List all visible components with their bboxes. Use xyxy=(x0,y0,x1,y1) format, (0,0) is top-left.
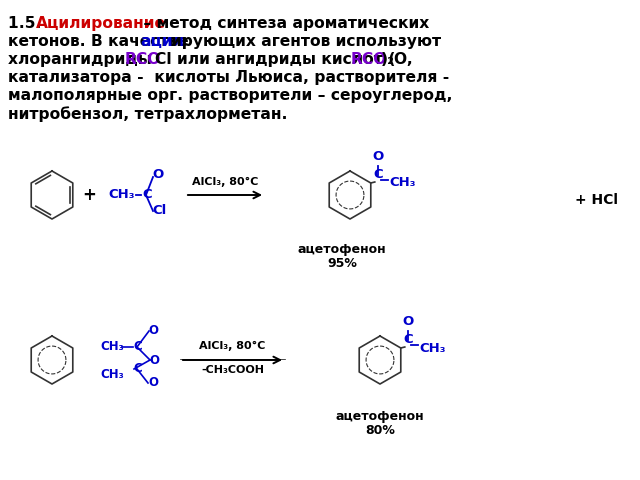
Text: )₂O,: )₂O, xyxy=(381,52,413,67)
Text: C: C xyxy=(142,188,152,201)
Text: AlCl₃, 80°C: AlCl₃, 80°C xyxy=(199,341,266,351)
Text: малополярные орг. растворители – сероуглерод,: малополярные орг. растворители – сероугл… xyxy=(8,88,452,103)
Text: C: C xyxy=(374,168,383,181)
Text: +: + xyxy=(82,186,96,204)
Text: Cl или ангидриды кислот (: Cl или ангидриды кислот ( xyxy=(155,52,396,67)
Text: CH₃: CH₃ xyxy=(390,177,416,190)
Text: C: C xyxy=(404,333,413,346)
Text: O: O xyxy=(372,150,383,163)
Text: 1.5.: 1.5. xyxy=(8,16,47,31)
Text: C: C xyxy=(133,362,141,375)
Text: O: O xyxy=(152,168,163,181)
Text: C: C xyxy=(133,340,141,353)
Text: ирующих агентов используют: ирующих агентов используют xyxy=(171,34,441,49)
Text: CH₃: CH₃ xyxy=(100,340,124,353)
Text: 80%: 80% xyxy=(365,424,395,437)
Text: + HCl: + HCl xyxy=(575,193,618,207)
Text: Cl: Cl xyxy=(152,204,166,217)
Text: -CH₃COOH: -CH₃COOH xyxy=(201,365,264,375)
Text: катализатора -  кислоты Льюиса, растворителя -: катализатора - кислоты Льюиса, растворит… xyxy=(8,70,449,85)
Text: O: O xyxy=(148,324,158,337)
Text: Ацилирование: Ацилирование xyxy=(36,16,166,31)
Text: RCO: RCO xyxy=(351,52,387,67)
Text: O: O xyxy=(402,315,413,328)
Text: ацетофенон: ацетофенон xyxy=(336,410,424,423)
Text: ацил: ацил xyxy=(140,34,184,49)
Text: O: O xyxy=(148,376,158,389)
Text: кетонов. В качестве: кетонов. В качестве xyxy=(8,34,194,49)
Text: нитробензол, тетрахлорметан.: нитробензол, тетрахлорметан. xyxy=(8,106,287,122)
Text: CH₃: CH₃ xyxy=(420,341,446,355)
Text: 95%: 95% xyxy=(327,257,357,270)
Text: RCO: RCO xyxy=(125,52,161,67)
Text: AlCl₃, 80°C: AlCl₃, 80°C xyxy=(192,177,258,187)
Text: O: O xyxy=(149,353,159,367)
Text: хлорангидриды: хлорангидриды xyxy=(8,52,157,67)
Text: – метод синтеза ароматических: – метод синтеза ароматических xyxy=(138,16,429,31)
Text: CH₃: CH₃ xyxy=(100,369,124,382)
Text: CH₃: CH₃ xyxy=(108,189,134,202)
Text: ацетофенон: ацетофенон xyxy=(298,243,387,256)
